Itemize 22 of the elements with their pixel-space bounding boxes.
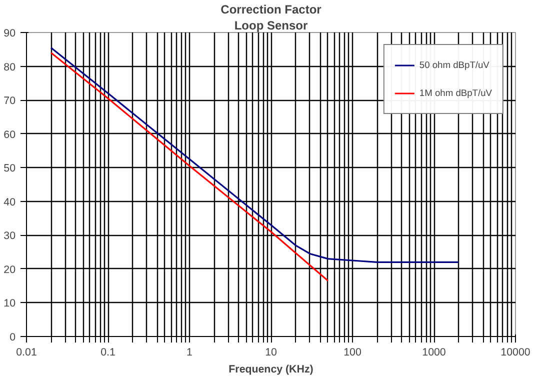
legend-label: 1M ohm dBpT/uV [419, 88, 492, 98]
x-tick-label: 10000 [500, 346, 530, 358]
y-tick-label: 90 [4, 28, 16, 40]
x-tick-label: 0.01 [16, 346, 37, 358]
x-tick-label: 10 [265, 346, 277, 358]
chart-title: Correction Factor [220, 2, 322, 16]
y-tick-label: 40 [4, 196, 16, 208]
x-tick-label: 0.1 [100, 346, 116, 358]
y-tick-label: 30 [4, 230, 16, 242]
x-axis-title: Frequency (KHz) [228, 364, 314, 376]
legend-label: 50 ohm dBpT/uV [419, 60, 490, 70]
y-tick-label: 70 [4, 95, 16, 108]
chart-subtitle: Loop Sensor [234, 18, 308, 32]
y-tick-label: 60 [4, 128, 16, 141]
y-tick-label: 80 [4, 61, 16, 74]
y-tick-label: 20 [4, 264, 16, 276]
x-tick-label: 1000 [422, 346, 446, 358]
x-tick-label: 1 [186, 346, 193, 358]
y-tick-label: 50 [4, 162, 16, 175]
y-tick-label: 10 [4, 298, 16, 310]
x-tick-label: 100 [344, 346, 362, 358]
y-tick-label: 0 [10, 332, 16, 344]
